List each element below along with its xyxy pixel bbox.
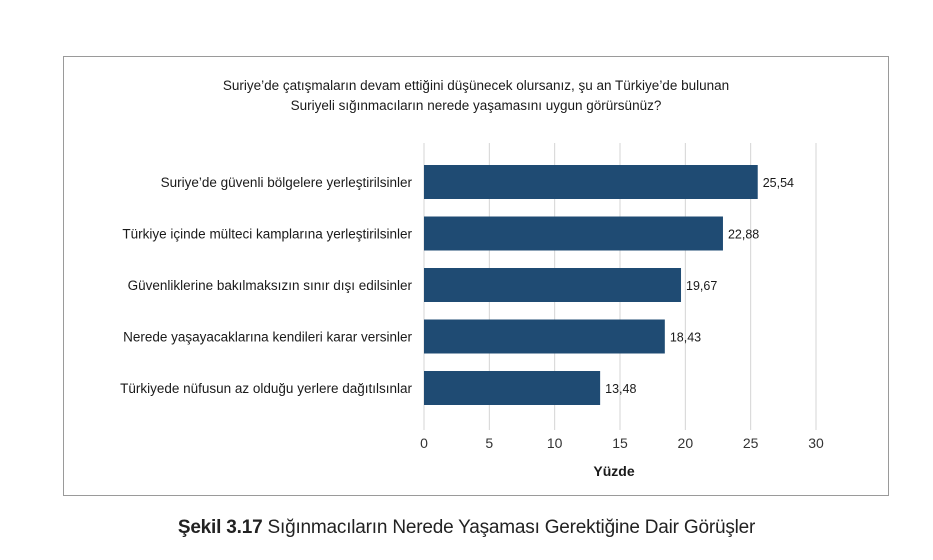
x-axis-label: Yüzde [593,463,634,479]
caption-text: Sığınmacıların Nerede Yaşaması Gerektiği… [262,517,756,538]
figure-caption: Şekil 3.17 Sığınmacıların Nerede Yaşamas… [0,517,933,539]
bar-chart: Suriye’de çatışmaların devam ettiğini dü… [120,78,824,479]
figure-frame [63,56,889,496]
x-tick-label: 0 [420,435,428,451]
category-label: Türkiye içinde mülteci kamplarına yerleş… [122,227,412,242]
category-label: Suriye’de güvenli bölgelere yerleştirils… [161,175,413,190]
category-label: Nerede yaşayacaklarına kendileri karar v… [123,330,412,345]
category-label: Güvenliklerine bakılmaksızın sınır dışı … [128,278,413,293]
bar [424,268,682,302]
data-label: 13,48 [605,382,636,396]
data-label: 25,54 [763,176,794,190]
x-axis-ticks: 0 5 10 15 20 25 30 [420,435,824,451]
data-label: 19,67 [686,279,717,293]
bars: Suriye’de güvenli bölgelere yerleştirils… [120,165,794,405]
x-tick-label: 25 [743,435,759,451]
x-tick-label: 20 [678,435,694,451]
caption-label: Şekil 3.17 [177,517,263,538]
bar [424,165,758,199]
category-label: Türkiyede nüfusun az olduğu yerlere dağı… [120,381,412,396]
x-tick-label: 5 [485,435,493,451]
bar [424,216,723,251]
x-tick-label: 30 [808,435,824,451]
data-label: 22,88 [728,228,759,242]
chart-title-line-1: Suriye’de çatışmaların devam ettiğini dü… [223,78,729,93]
x-tick-label: 10 [547,435,563,451]
chart-title-line-2: Suriyeli sığınmacıların nerede yaşamasın… [291,98,662,113]
data-label: 18,43 [670,331,701,345]
bar [424,319,665,354]
bar [424,371,601,405]
x-tick-label: 15 [612,435,628,451]
